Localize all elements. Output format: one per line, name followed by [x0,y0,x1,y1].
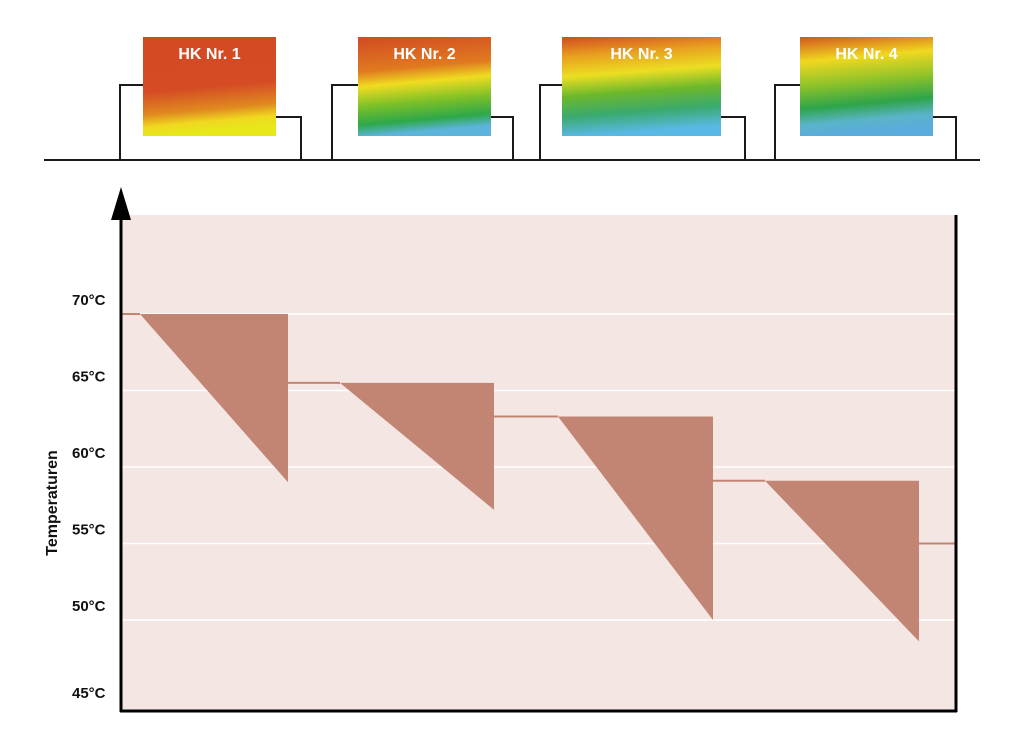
y-tick-label: 70°C [72,292,106,309]
supply-pipe [539,84,562,160]
y-tick-label: 65°C [72,369,106,386]
temperature-chart: 70°C 65°C 60°C 55°C 50°C 45°C Temperaturen [44,187,958,713]
supply-pipe [331,84,358,160]
supply-pipe [119,84,143,160]
radiator-body [358,37,491,136]
return-pipe [933,116,957,160]
return-pipe [276,116,302,160]
temperature-drop-hk-4 [765,480,919,642]
radiator-label: HK Nr. 4 [835,46,897,63]
radiator-hk-1: HK Nr. 1 [119,37,302,160]
radiator-row: HK Nr. 1 HK Nr. 2 HK Nr. 3 HK Nr. 4 [44,37,980,161]
radiator-label: HK Nr. 2 [393,46,455,63]
chart-background [121,215,955,710]
y-tick-label: 60°C [72,445,106,462]
return-pipe [491,116,514,160]
radiator-body [800,37,933,136]
radiator-body [562,37,721,136]
temperature-drop-hk-1 [140,314,288,483]
radiator-hk-4: HK Nr. 4 [774,37,957,160]
y-axis-arrow-icon [111,187,131,220]
radiator-hk-3: HK Nr. 3 [539,37,746,160]
return-pipe [721,116,746,160]
y-axis-label: Temperaturen [44,450,61,556]
radiator-label: HK Nr. 1 [178,46,240,63]
y-tick-label: 45°C [72,685,106,702]
supply-pipe [774,84,800,160]
y-tick-label: 55°C [72,522,106,539]
temperature-drop-hk-2 [340,382,494,510]
radiator-hk-2: HK Nr. 2 [331,37,514,160]
temperature-drop-hk-3 [558,416,713,620]
radiator-body [143,37,276,136]
y-tick-label: 50°C [72,598,106,615]
radiator-label: HK Nr. 3 [610,46,672,63]
